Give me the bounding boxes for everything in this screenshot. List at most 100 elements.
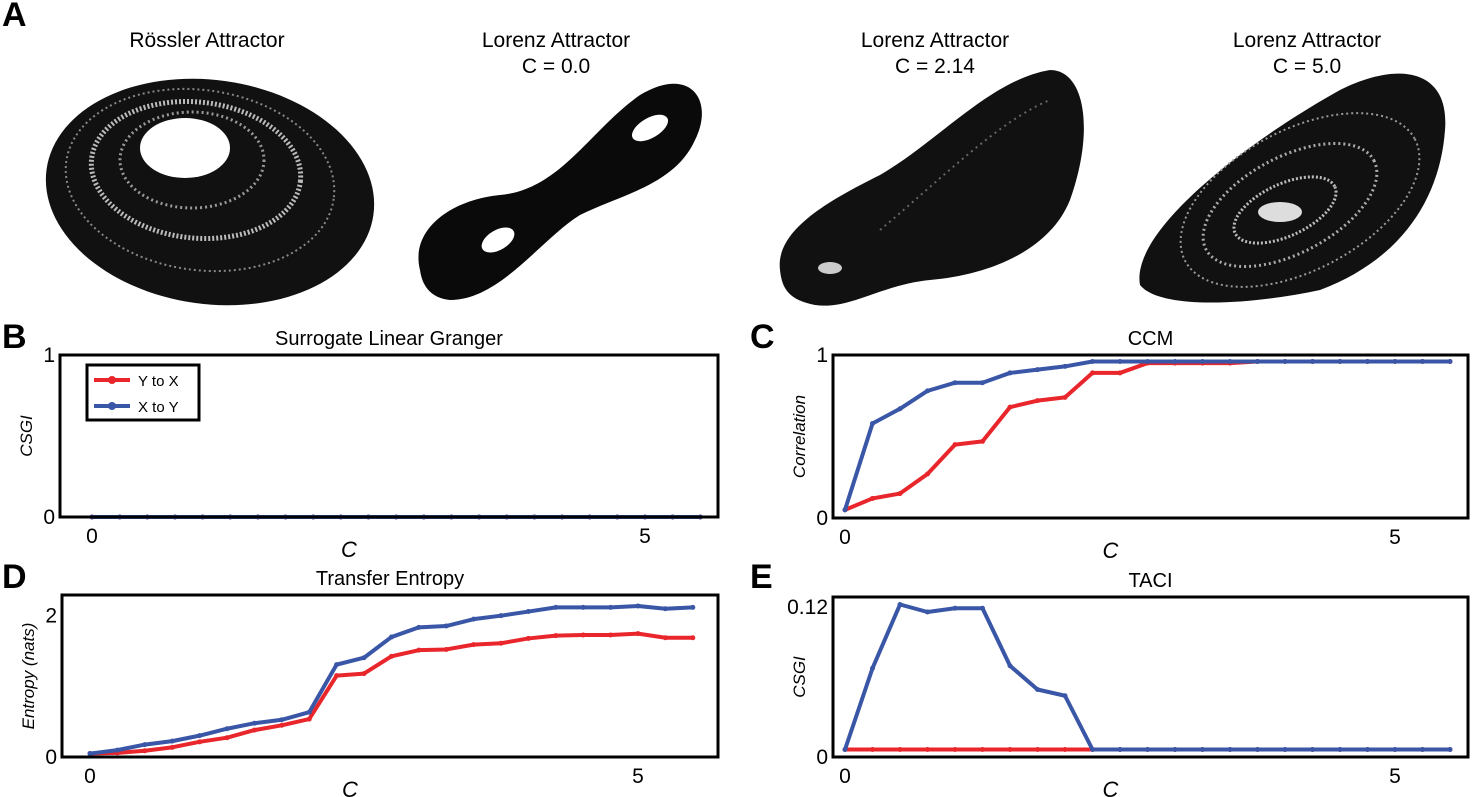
chart-title: Surrogate Linear Granger <box>275 328 503 350</box>
x-tick-label: 0 <box>839 526 851 549</box>
data-point <box>662 635 668 641</box>
attractor-title-text: Lorenz Attractor <box>481 29 631 52</box>
data-point <box>1200 747 1205 752</box>
data-point <box>1090 747 1095 752</box>
data-point <box>842 747 848 752</box>
data-point <box>1392 359 1398 365</box>
data-point <box>525 609 531 615</box>
data-point <box>690 604 696 610</box>
data-point <box>1035 687 1040 692</box>
attractor-title: Rössler Attractor <box>57 28 357 54</box>
data-point <box>608 604 614 610</box>
data-point <box>334 662 340 668</box>
data-point <box>1227 747 1233 752</box>
x-tick-label: 0 <box>84 765 96 788</box>
data-point <box>662 606 668 612</box>
data-point <box>498 640 504 646</box>
data-point <box>1337 747 1343 752</box>
data-point <box>416 647 422 653</box>
data-point <box>1062 693 1068 699</box>
data-point <box>224 726 230 732</box>
data-point <box>306 716 312 722</box>
data-point <box>443 646 449 652</box>
data-point <box>1007 747 1013 752</box>
data-point <box>952 442 958 448</box>
data-point <box>1227 359 1233 365</box>
series-line-x-to-y <box>89 604 693 756</box>
data-point <box>1035 367 1040 373</box>
plot-frame <box>831 595 1470 759</box>
data-point <box>251 720 257 726</box>
data-point <box>952 380 958 386</box>
data-point <box>870 747 875 752</box>
data-point <box>498 613 504 619</box>
x-tick-label: 5 <box>1389 526 1401 549</box>
data-point <box>1365 747 1370 752</box>
data-point <box>1117 370 1123 376</box>
legend-marker <box>108 376 116 384</box>
data-point <box>690 635 696 641</box>
data-point <box>870 495 875 501</box>
data-point <box>1337 359 1343 365</box>
data-point <box>1117 359 1123 365</box>
chart-b: Surrogate Linear Granger 0 5 0 1 C CSGI Y to X X… <box>17 328 720 562</box>
data-point <box>1447 747 1453 752</box>
legend-box <box>85 363 201 422</box>
data-point <box>224 735 230 741</box>
y-tick-label: 0.12 <box>787 596 828 619</box>
data-point <box>897 491 903 497</box>
lorenz-attractor-c5-image <box>1139 73 1446 303</box>
data-point <box>197 733 203 739</box>
data-point <box>952 605 958 611</box>
data-point <box>1007 370 1013 376</box>
data-point <box>306 709 312 715</box>
data-point <box>925 747 930 752</box>
series-line-y-to-x <box>89 631 693 756</box>
x-tick-label: 5 <box>639 525 651 548</box>
data-point <box>87 751 93 757</box>
plot-frame <box>60 593 720 759</box>
data-point <box>1090 370 1095 376</box>
attractor-subtitle: C = 2.14 <box>895 55 975 78</box>
data-point <box>1365 359 1370 365</box>
data-point <box>471 642 477 648</box>
data-point <box>897 406 903 412</box>
data-point <box>1420 359 1425 365</box>
panel-label-d: D <box>2 558 27 596</box>
data-point <box>1062 363 1068 369</box>
data-point <box>1310 747 1315 752</box>
panel-label-c: C <box>750 318 775 356</box>
data-point <box>635 603 641 609</box>
series-line-y-to-x <box>844 359 1450 512</box>
data-point <box>580 604 586 610</box>
chart-d: Transfer Entropy 0 5 0 2 C Entropy (nats) <box>19 568 720 797</box>
data-point <box>169 744 175 750</box>
data-point <box>114 747 120 753</box>
y-axis-label: Correlation <box>790 395 809 478</box>
data-point <box>1035 747 1040 752</box>
x-axis-label: C <box>341 537 357 562</box>
data-point <box>361 655 367 661</box>
rossler-attractor-image <box>45 78 375 306</box>
data-point <box>251 727 257 733</box>
data-point <box>142 748 148 754</box>
attractor-title: Lorenz Attractor C = 2.14 <box>785 28 1085 80</box>
chart-title: TACI <box>1128 570 1172 592</box>
data-point <box>1392 747 1398 752</box>
data-point <box>842 507 848 513</box>
data-point <box>635 631 641 637</box>
y-tick-label: 2 <box>45 605 57 628</box>
data-point <box>388 634 394 640</box>
data-point <box>1310 359 1315 365</box>
x-axis-label: C <box>1103 538 1119 563</box>
data-point <box>1200 359 1205 365</box>
data-point <box>980 605 985 611</box>
attractor-title-text: Rössler Attractor <box>129 29 285 52</box>
chart-title: CCM <box>1128 328 1174 350</box>
attractor-title-text: Lorenz Attractor <box>860 29 1010 52</box>
data-point <box>1145 359 1150 365</box>
x-axis-label: C <box>342 777 358 797</box>
y-tick-label: 0 <box>43 506 55 529</box>
lorenz-attractor-c0-image <box>418 83 702 300</box>
